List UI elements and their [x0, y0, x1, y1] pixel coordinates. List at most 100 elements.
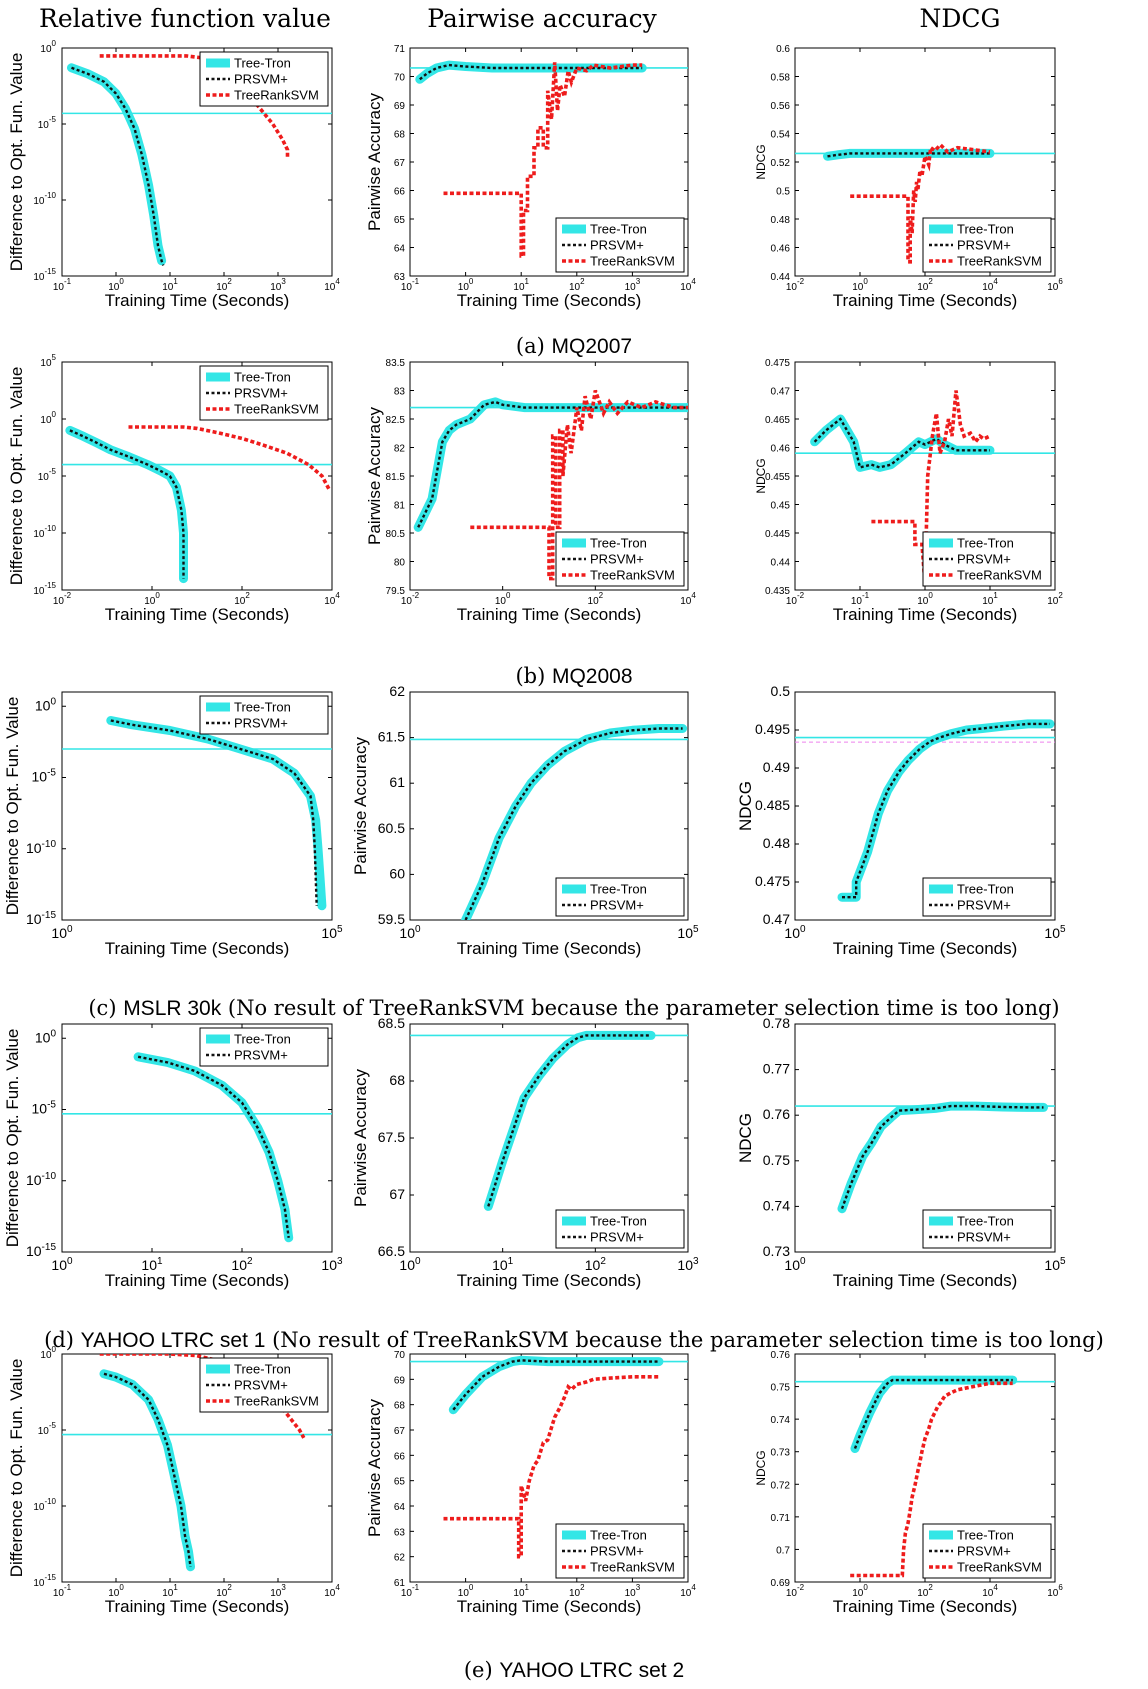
plot-series — [410, 1355, 688, 1559]
x-axis-title: Training Time (Seconds) — [833, 939, 1018, 958]
y-tick-label: 0.74 — [771, 1415, 791, 1426]
x-tick-label: 100 — [784, 924, 806, 941]
y-tick-label: 0.435 — [765, 586, 790, 597]
y-axis-title: Pairwise Accuracy — [351, 737, 370, 875]
legend-label: Tree-Tron — [590, 222, 647, 237]
y-tick-label: 61 — [394, 1578, 406, 1589]
plot-series — [410, 1030, 688, 1211]
y-axis-title: Pairwise Accuracy — [365, 93, 384, 231]
series-prsvm — [137, 1055, 290, 1238]
legend-label: TreeRankSVM — [234, 402, 319, 417]
legend-label: Tree-Tron — [957, 222, 1014, 237]
legend-label: Tree-Tron — [234, 1032, 291, 1047]
legend-box — [555, 1209, 685, 1249]
y-tick-label: 0.475 — [765, 358, 790, 369]
series-prsvm — [103, 1372, 192, 1567]
plot-series — [62, 716, 332, 911]
series-prsvm — [419, 63, 643, 81]
y-axis-title: Difference to Opt. Fun. Value — [3, 697, 22, 916]
x-axis-title: Training Time (Seconds) — [457, 605, 642, 624]
caption-a-prefix: (a) — [515, 334, 552, 358]
legend-box — [199, 695, 329, 735]
legend-label: Tree-Tron — [957, 536, 1014, 551]
y-tick-label: 60.5 — [378, 820, 405, 836]
legend-label: TreeRankSVM — [957, 568, 1042, 583]
y-tick-label: 66 — [394, 187, 406, 198]
caption-d-dataset: YAHOO LTRC set 1 — [80, 1329, 266, 1352]
chart-panel: 59.5 60 60.5 61 61.5 62 100 105 Training Time (S… — [351, 683, 699, 958]
series-treeranksvm — [850, 142, 991, 264]
series-tree-tron — [106, 716, 327, 911]
y-tick-label: 0.76 — [771, 1350, 791, 1361]
legend-label: PRSVM+ — [234, 1378, 288, 1393]
plot-series — [795, 390, 1055, 585]
legend-label: PRSVM+ — [590, 1230, 644, 1245]
y-tick-label: 0.485 — [755, 797, 790, 813]
legend-label: Tree-Tron — [590, 1528, 647, 1543]
legend-label: Tree-Tron — [957, 1214, 1014, 1229]
x-tick-label: 103 — [677, 1256, 699, 1273]
y-tick-label: 0.69 — [771, 1578, 791, 1589]
x-tick-label: 105 — [321, 924, 343, 941]
caption-d-prefix: (d) — [44, 1328, 81, 1352]
y-tick-label: 82.5 — [386, 415, 406, 426]
y-tick-label: 0.48 — [771, 215, 791, 226]
y-tick-label: 10-5 — [38, 467, 57, 483]
y-tick-label: 64 — [394, 1502, 406, 1513]
caption-c: (c) MSLR 30k (No result of TreeRankSVM b… — [0, 996, 1148, 1021]
x-axis-title: Training Time (Seconds) — [105, 605, 290, 624]
legend-box — [199, 1027, 329, 1067]
y-tick-label: 100 — [40, 410, 56, 426]
caption-e: (e) YAHOO LTRC set 2 — [0, 1658, 1148, 1683]
x-tick-label: 104 — [324, 591, 340, 607]
y-axis-title: NDCG — [736, 781, 755, 831]
plot-series — [410, 389, 688, 581]
legend-label: Tree-Tron — [590, 536, 647, 551]
y-tick-label: 10-10 — [33, 191, 56, 207]
y-tick-label: 0.74 — [763, 1197, 790, 1213]
y-tick-label: 83 — [394, 387, 406, 398]
y-tick-label: 0.49 — [763, 759, 790, 775]
legend-box — [922, 1209, 1052, 1249]
y-tick-label: 69 — [394, 1375, 406, 1386]
x-axis-title: Training Time (Seconds) — [833, 1271, 1018, 1290]
y-tick-label: 63 — [394, 272, 406, 283]
y-tick-label: 0.445 — [765, 529, 790, 540]
chart-panel: 10-1510-1010-510010510-2100102104Trainin… — [7, 353, 340, 624]
x-axis-title: Training Time (Seconds) — [457, 939, 642, 958]
y-tick-label: 0.73 — [771, 1448, 791, 1459]
x-tick-label: 106 — [1047, 1583, 1063, 1599]
y-tick-label: 62 — [394, 1553, 406, 1564]
y-axis-title: NDCG — [754, 458, 768, 493]
legend-label: Tree-Tron — [234, 700, 291, 715]
series-prsvm — [827, 152, 990, 158]
x-tick-label: 104 — [324, 1583, 340, 1599]
y-tick-label: 10-5 — [32, 768, 57, 785]
y-tick-label: 66.5 — [378, 1243, 405, 1259]
y-tick-label: 0.495 — [755, 721, 790, 737]
y-axis-title: NDCG — [754, 144, 768, 179]
y-tick-label: 67 — [389, 1186, 405, 1202]
x-axis-title: Training Time (Seconds) — [105, 939, 290, 958]
y-tick-label: 67 — [394, 158, 406, 169]
caption-d: (d) YAHOO LTRC set 1 (No result of TreeR… — [0, 1328, 1148, 1353]
legend-label: PRSVM+ — [590, 898, 644, 913]
x-axis-title: Training Time (Seconds) — [457, 1271, 642, 1290]
x-tick-label: 10-1 — [53, 277, 72, 293]
series-treeranksvm — [850, 1381, 1013, 1578]
y-tick-label: 10-15 — [33, 267, 56, 283]
y-tick-label: 0.475 — [755, 873, 790, 889]
y-tick-label: 100 — [40, 39, 56, 55]
y-tick-label: 10-5 — [38, 115, 57, 131]
series-treeranksvm — [443, 1375, 659, 1559]
y-tick-label: 0.56 — [771, 101, 791, 112]
y-tick-label: 0.58 — [771, 73, 791, 84]
legend-label: TreeRankSVM — [957, 254, 1042, 269]
